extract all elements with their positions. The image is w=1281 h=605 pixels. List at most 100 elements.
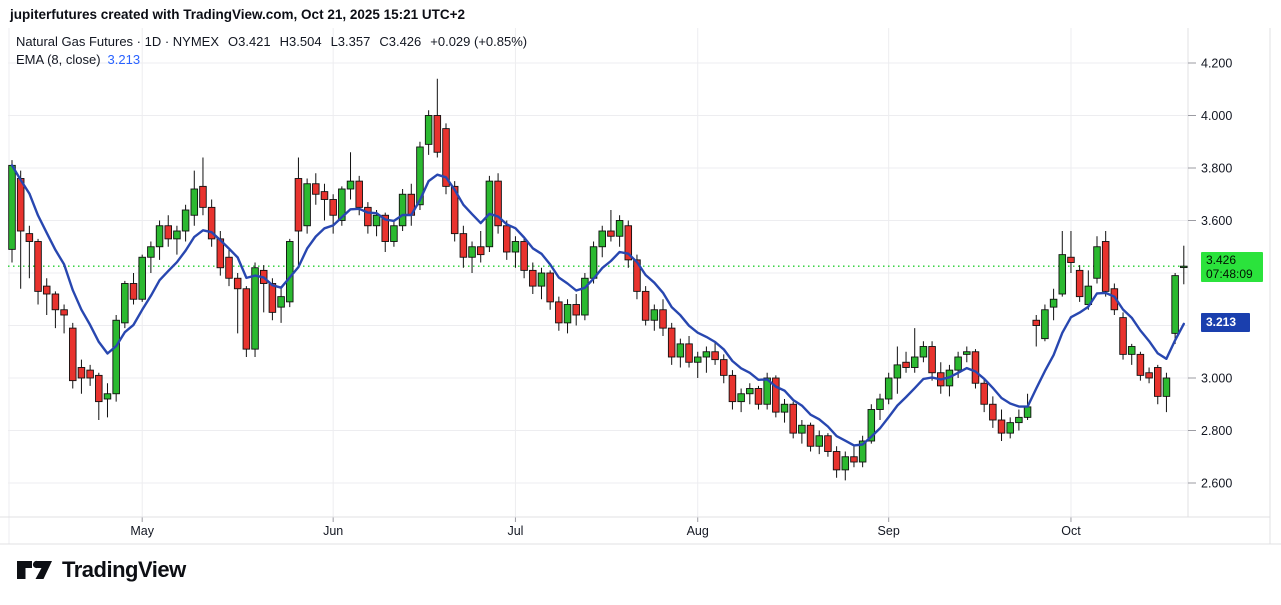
candle-up — [346, 180, 355, 190]
candle-down — [69, 327, 77, 382]
candle-down — [520, 241, 528, 271]
candle-down — [772, 377, 780, 413]
candle-up — [1093, 246, 1101, 279]
close-value: C3.426 — [379, 34, 422, 49]
candle-down — [685, 343, 693, 363]
candle-down — [572, 304, 580, 316]
candle-up — [121, 283, 129, 324]
candle-up — [1171, 275, 1179, 334]
candle-up — [1041, 309, 1049, 340]
candle-down — [95, 374, 103, 403]
indicator-title[interactable]: EMA (8, close) — [16, 52, 101, 67]
candle-down — [971, 351, 980, 384]
candle-down — [850, 456, 858, 463]
candle-up — [1023, 406, 1032, 418]
candle-up — [798, 424, 806, 434]
candle-down — [659, 309, 667, 329]
candle-up — [746, 388, 754, 395]
candle-up — [277, 296, 285, 308]
candle-up — [416, 146, 424, 206]
candle-up — [173, 230, 181, 240]
candle-down — [902, 361, 910, 368]
time-scale-label: May — [130, 524, 154, 538]
candle-down — [1101, 241, 1110, 292]
candle-down — [624, 225, 633, 261]
candle-down — [806, 424, 815, 447]
tradingview-logo[interactable]: TradingView — [16, 556, 186, 584]
price-scale-label: 4.000 — [1201, 109, 1232, 123]
candlestick-chart-canvas[interactable]: 4.200 4.000 3.800 3.600 3.000 2.800 2.600 May Ju… — [0, 28, 1281, 545]
candle-down — [476, 246, 485, 256]
symbol-title[interactable]: Natural Gas Futures · 1D · NYMEX — [16, 34, 219, 49]
candle-down — [711, 351, 719, 361]
candle-up — [303, 183, 311, 227]
candle-up — [650, 309, 659, 321]
candle-up — [1015, 416, 1023, 424]
candle-up — [676, 343, 685, 358]
candle-down — [928, 346, 936, 374]
candle-down — [1154, 367, 1162, 397]
candle-down — [381, 214, 389, 242]
candle-down — [1119, 317, 1127, 355]
candle-down — [329, 199, 337, 216]
candle-down — [1075, 269, 1084, 298]
candle-up — [876, 398, 884, 410]
last-price-badge[interactable]: 3.426 07:48:09 — [1201, 252, 1263, 282]
candle-down — [546, 272, 554, 303]
candle-down — [320, 191, 329, 200]
candle-up — [589, 246, 598, 279]
ema-price-value: 3.213 — [1206, 315, 1237, 329]
candle-down — [355, 180, 363, 208]
candle-up — [1162, 377, 1171, 397]
price-scale-label: 3.000 — [1201, 372, 1232, 386]
candle-down — [242, 288, 251, 350]
price-scale-label: 2.600 — [1201, 477, 1232, 491]
high-value: H3.504 — [279, 34, 322, 49]
candle-up — [112, 319, 120, 395]
candle-up — [251, 267, 259, 350]
candle-up — [780, 403, 789, 413]
candle-up — [954, 356, 962, 371]
candle-up — [190, 188, 199, 216]
candle-down — [433, 115, 442, 153]
price-scale-label: 3.600 — [1201, 214, 1232, 228]
low-value: L3.357 — [330, 34, 371, 49]
candle-up — [737, 393, 745, 403]
candle-up — [763, 377, 771, 405]
candle-down — [494, 180, 502, 227]
candle-down — [199, 185, 207, 208]
time-scale-label: Aug — [687, 524, 709, 538]
indicator-legend-row[interactable]: EMA (8, close) 3.213 — [16, 52, 527, 67]
candle-up — [615, 220, 624, 237]
candle-down — [633, 259, 641, 292]
candle-up — [963, 351, 971, 355]
candle-down — [225, 256, 233, 279]
symbol-legend-row[interactable]: Natural Gas Futures · 1D · NYMEX O3.421 … — [16, 34, 527, 49]
candle-down — [364, 206, 372, 227]
candle-down — [980, 382, 988, 405]
price-scale-label: 4.200 — [1201, 57, 1232, 71]
candle-down — [34, 241, 42, 292]
candle-down — [459, 233, 468, 258]
last-price-value: 3.426 — [1206, 253, 1237, 267]
candle-down — [607, 230, 615, 237]
candle-down — [720, 359, 728, 376]
candle-down — [207, 206, 216, 240]
candle-down — [442, 128, 450, 187]
candle-down — [529, 269, 537, 287]
candle-down — [641, 290, 650, 321]
candle-down — [51, 293, 60, 311]
open-value: O3.421 — [228, 34, 271, 49]
change-value: +0.029 (+0.85%) — [430, 34, 528, 49]
candle-up — [468, 246, 476, 258]
candle-up — [884, 377, 893, 400]
tradingview-mark-icon — [17, 560, 52, 579]
ema-price-badge[interactable]: 3.213 — [1201, 313, 1250, 332]
candle-down — [450, 185, 459, 235]
time-scale-label: Oct — [1061, 524, 1081, 538]
candle-up — [147, 246, 155, 258]
candle-up — [1127, 346, 1136, 355]
candle-up — [598, 230, 606, 248]
candle-up — [858, 440, 867, 463]
candle-up — [155, 225, 164, 248]
